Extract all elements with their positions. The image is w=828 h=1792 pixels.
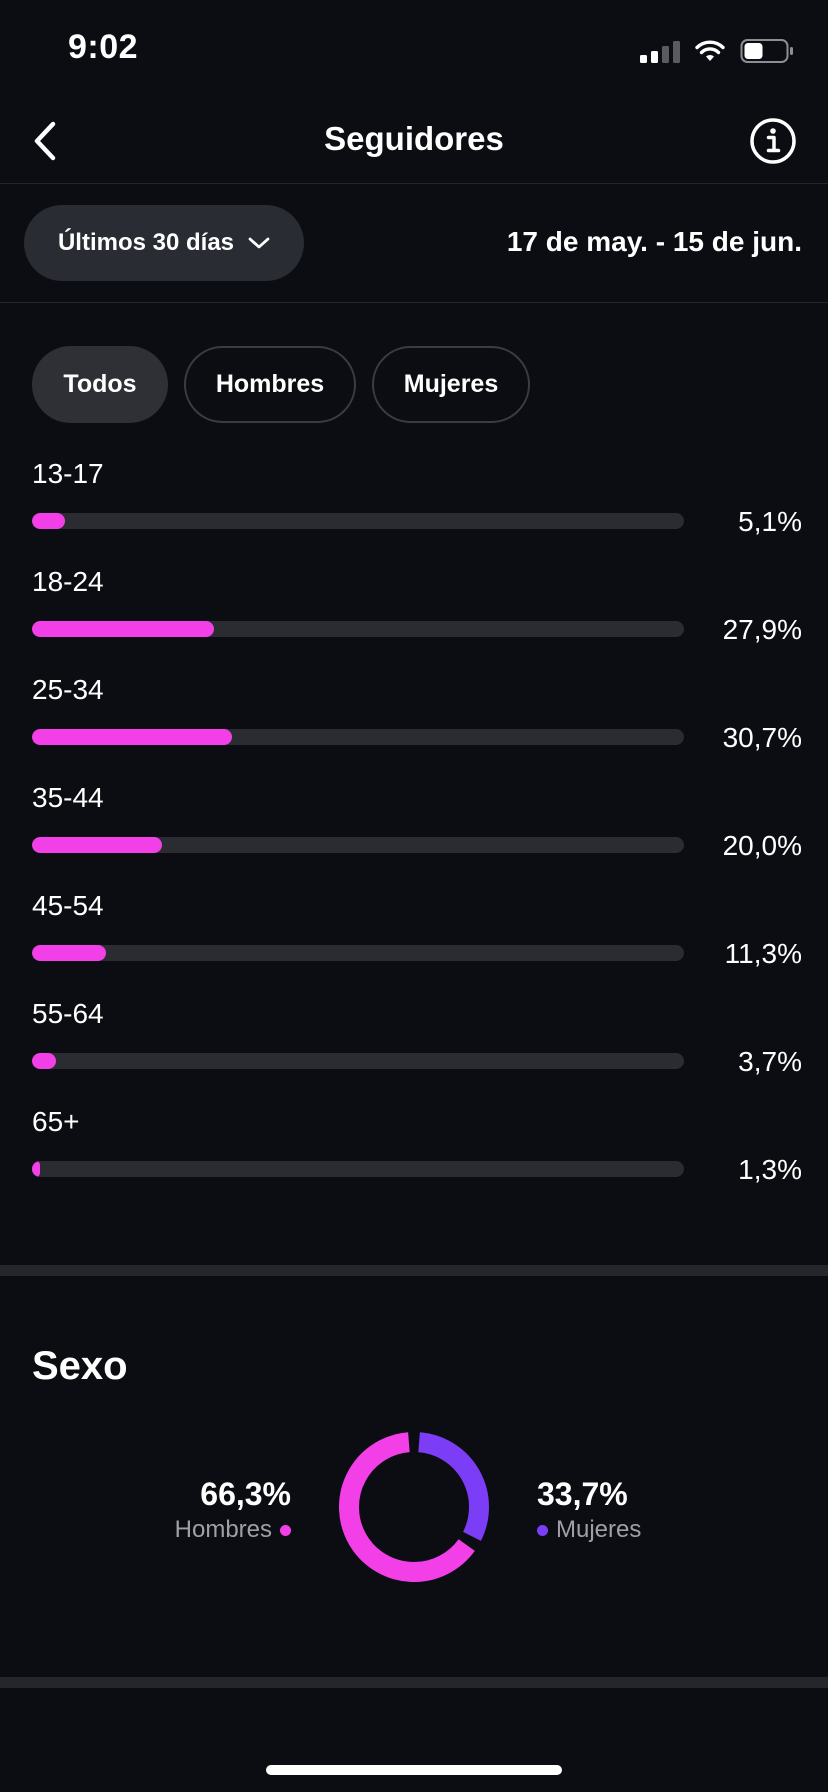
- age-bar-fill: [32, 621, 214, 637]
- cellular-signal-icon: [640, 39, 680, 63]
- age-bar-fill: [32, 1161, 41, 1177]
- age-row: 25-34 30,7%: [32, 674, 802, 782]
- age-bar-track: [32, 1161, 684, 1177]
- tab-hombres[interactable]: Hombres: [184, 346, 356, 423]
- donut-segment-women: [417, 1432, 489, 1541]
- info-icon[interactable]: [748, 116, 798, 166]
- gender-men-stat: 66,3% Hombres: [175, 1474, 291, 1546]
- age-percent: 30,7%: [722, 722, 802, 753]
- section-divider: [0, 1265, 828, 1276]
- status-icons: [640, 36, 794, 66]
- date-filter-row: Últimos 30 días 17 de may. - 15 de jun.: [0, 185, 828, 303]
- age-bar-fill: [32, 945, 106, 961]
- women-label: Mujeres: [556, 1516, 642, 1543]
- age-range-label: 65+: [32, 1106, 80, 1137]
- age-row: 45-54 11,3%: [32, 890, 802, 998]
- age-row: 65+ 1,3%: [32, 1106, 802, 1214]
- age-row: 35-44 20,0%: [32, 782, 802, 890]
- chevron-down-icon: [248, 237, 270, 249]
- age-bar-fill: [32, 837, 163, 853]
- date-range-dropdown-label: Últimos 30 días: [57, 229, 235, 256]
- men-legend: Hombres: [175, 1514, 291, 1546]
- age-range-label: 55-64: [32, 998, 104, 1029]
- age-bar-track: [32, 1053, 684, 1069]
- age-row: 13-17 5,1%: [32, 458, 802, 566]
- gender-women-stat: 33,7% Mujeres: [537, 1474, 641, 1546]
- chevron-left-icon: [34, 121, 56, 161]
- age-percent: 5,1%: [738, 506, 802, 537]
- age-bar-track: [32, 513, 684, 529]
- age-bar-fill: [32, 1053, 57, 1069]
- women-color-dot: [537, 1524, 548, 1536]
- age-row: 55-64 3,7%: [32, 998, 802, 1106]
- age-bar-fill: [32, 729, 233, 745]
- age-bar-fill: [32, 513, 66, 529]
- audience-filter-tabs: Todos Hombres Mujeres: [32, 346, 530, 423]
- age-range-label: 35-44: [32, 782, 104, 813]
- age-percent: 20,0%: [722, 830, 802, 861]
- gender-section-title: Sexo: [32, 1344, 128, 1388]
- age-row: 18-24 27,9%: [32, 566, 802, 674]
- age-range-label: 13-17: [32, 458, 104, 489]
- women-percent: 33,7%: [537, 1476, 628, 1512]
- age-bar-track: [32, 945, 684, 961]
- age-range-label: 18-24: [32, 566, 104, 597]
- age-percent: 1,3%: [738, 1154, 802, 1185]
- men-percent: 66,3%: [200, 1476, 291, 1512]
- age-bar-track: [32, 729, 684, 745]
- back-button[interactable]: [18, 114, 72, 168]
- gender-donut-chart: [339, 1432, 489, 1582]
- status-time: 9:02: [68, 28, 139, 66]
- section-divider: [0, 1677, 828, 1688]
- age-percent: 3,7%: [738, 1046, 802, 1077]
- home-indicator[interactable]: [266, 1765, 562, 1775]
- men-label: Hombres: [174, 1516, 272, 1543]
- age-range-label: 45-54: [32, 890, 104, 921]
- battery-icon: [740, 39, 793, 63]
- donut-segment-men: [339, 1432, 475, 1582]
- age-percent: 11,3%: [724, 938, 802, 969]
- date-range-dropdown[interactable]: Últimos 30 días: [24, 205, 304, 281]
- tab-todos[interactable]: Todos: [32, 346, 168, 423]
- women-legend: Mujeres: [537, 1514, 641, 1546]
- age-bar-track: [32, 621, 684, 637]
- age-range-label: 25-34: [32, 674, 104, 705]
- age-distribution-list: 13-17 5,1% 18-24 27,9% 25-34 30,7% 35-44…: [32, 458, 802, 1214]
- tab-mujeres[interactable]: Mujeres: [372, 346, 530, 423]
- age-percent: 27,9%: [722, 614, 802, 645]
- status-bar: 9:02: [0, 0, 828, 96]
- nav-bar: Seguidores: [0, 96, 828, 184]
- men-color-dot: [280, 1524, 291, 1536]
- page-title: Seguidores: [324, 120, 504, 157]
- wifi-icon: [695, 40, 725, 61]
- date-range-text: 17 de may. - 15 de jun.: [506, 226, 802, 257]
- age-bar-track: [32, 837, 684, 853]
